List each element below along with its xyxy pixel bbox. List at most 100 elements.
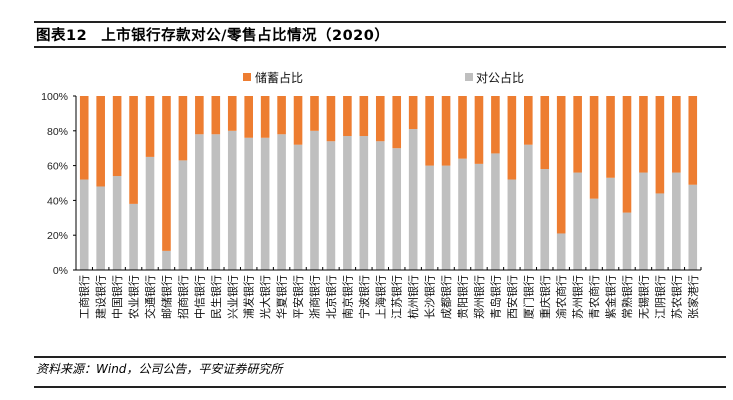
figure-title-text: 上市银行存款对公/零售占比情况（2020）: [101, 28, 390, 44]
x-category-label: 建设银行: [94, 275, 108, 319]
bar-corporate: [392, 148, 402, 270]
x-category-label: 厦门银行: [521, 275, 535, 319]
axes-group: [73, 95, 702, 271]
bar-corporate: [326, 141, 336, 270]
bar-savings: [112, 96, 122, 177]
x-category-label: 长沙银行: [423, 275, 437, 319]
bar-savings: [589, 96, 599, 199]
x-category-label: 光大银行: [258, 275, 272, 319]
bar-corporate: [474, 163, 484, 270]
bar-savings: [375, 96, 385, 142]
bar-corporate: [244, 137, 253, 270]
legend: 储蓄占比 对公占比: [243, 70, 524, 85]
bars-group: [79, 96, 698, 270]
bar-corporate: [688, 184, 698, 270]
x-category-label: 紫金银行: [604, 275, 618, 319]
bar-savings: [425, 96, 434, 166]
bar-corporate: [129, 203, 138, 270]
bar-savings: [359, 96, 369, 137]
x-category-label: 江阴银行: [653, 275, 667, 319]
x-category-label: 平安银行: [291, 275, 305, 319]
x-category-label: 农业银行: [127, 275, 141, 319]
bar-savings: [326, 96, 336, 142]
bar-savings: [129, 96, 138, 204]
bar-corporate: [96, 186, 105, 270]
x-category-label: 北京银行: [324, 275, 338, 319]
bar-corporate: [277, 134, 286, 270]
title-top-rule: [34, 21, 726, 23]
x-category-label: 张家港行: [686, 275, 700, 319]
bar-savings: [524, 96, 533, 145]
x-category-label: 青农商行: [587, 275, 601, 319]
x-category-label: 民生银行: [209, 275, 223, 319]
x-category-label: 常熟银行: [620, 275, 634, 319]
bar-corporate: [408, 129, 418, 270]
bar-savings: [688, 96, 698, 185]
figure-label: 图表12: [36, 28, 88, 44]
bar-savings: [540, 96, 550, 170]
bar-corporate: [458, 158, 467, 270]
bar-savings: [96, 96, 105, 187]
bar-savings: [195, 96, 204, 135]
x-category-label: 浦发银行: [242, 275, 256, 319]
x-category-label: 交通银行: [143, 275, 157, 319]
bar-savings: [162, 96, 171, 251]
bar-corporate: [441, 165, 451, 270]
bar-corporate: [227, 130, 237, 270]
legend-swatch-corporate: [465, 73, 473, 81]
bar-savings: [507, 96, 517, 180]
bar-savings: [145, 96, 155, 157]
bar-corporate: [491, 153, 500, 270]
x-category-label: 宁波银行: [357, 275, 371, 319]
bar-savings: [474, 96, 484, 164]
x-category-label: 浙商银行: [307, 275, 321, 319]
bar-savings: [277, 96, 286, 135]
bar-savings: [441, 96, 451, 166]
title-bottom-rule: [34, 46, 726, 48]
bar-savings: [343, 96, 352, 137]
bar-savings: [227, 96, 237, 131]
bar-savings: [244, 96, 253, 138]
bar-corporate: [672, 172, 681, 270]
bar-savings: [573, 96, 582, 173]
bar-savings: [310, 96, 319, 131]
x-category-label: 江苏银行: [390, 275, 404, 319]
bar-corporate: [79, 179, 89, 270]
bar-savings: [655, 96, 665, 194]
x-category-label: 南京银行: [340, 275, 354, 319]
bar-corporate: [211, 134, 221, 270]
bar-corporate: [178, 160, 188, 270]
source-note: 资料来源：Wind，公司公告，平安证券研究所: [36, 362, 283, 376]
y-tick-label: 0%: [53, 265, 68, 277]
bar-savings: [260, 96, 270, 138]
x-category-label: 工商银行: [77, 275, 91, 319]
figure-title: 图表12 上市银行存款对公/零售占比情况（2020）: [36, 24, 389, 45]
bar-savings: [672, 96, 681, 173]
x-category-label: 郑州银行: [472, 275, 486, 319]
bar-corporate: [540, 169, 550, 270]
bar-corporate: [359, 136, 369, 270]
x-category-labels: 工商银行 建设银行 中国银行 农业银行 交通银行 邮储银行 招商银行 中信银行 民生银行 兴业银行…: [77, 275, 700, 319]
x-category-label: 苏农银行: [669, 275, 683, 319]
x-category-label: 青岛银行: [488, 275, 502, 319]
x-category-label: 华夏银行: [275, 275, 289, 319]
bar-corporate: [573, 172, 582, 270]
x-category-label: 西安银行: [505, 275, 519, 319]
x-category-label: 杭州银行: [406, 275, 420, 319]
bar-corporate: [589, 198, 599, 270]
x-category-label: 中国银行: [110, 275, 124, 319]
bar-savings: [293, 96, 303, 145]
bar-corporate: [145, 156, 155, 270]
bar-savings: [458, 96, 467, 159]
bar-corporate: [260, 137, 270, 270]
bar-savings: [639, 96, 648, 173]
y-tick-label: 40%: [47, 195, 68, 207]
y-tick-label: 20%: [47, 230, 68, 242]
bar-corporate: [112, 176, 122, 270]
x-category-label: 成都银行: [439, 275, 453, 319]
x-category-label: 重庆银行: [538, 275, 552, 319]
bar-corporate: [310, 130, 319, 270]
x-category-label: 招商银行: [176, 275, 190, 319]
x-category-label: 渝农商行: [554, 275, 568, 319]
